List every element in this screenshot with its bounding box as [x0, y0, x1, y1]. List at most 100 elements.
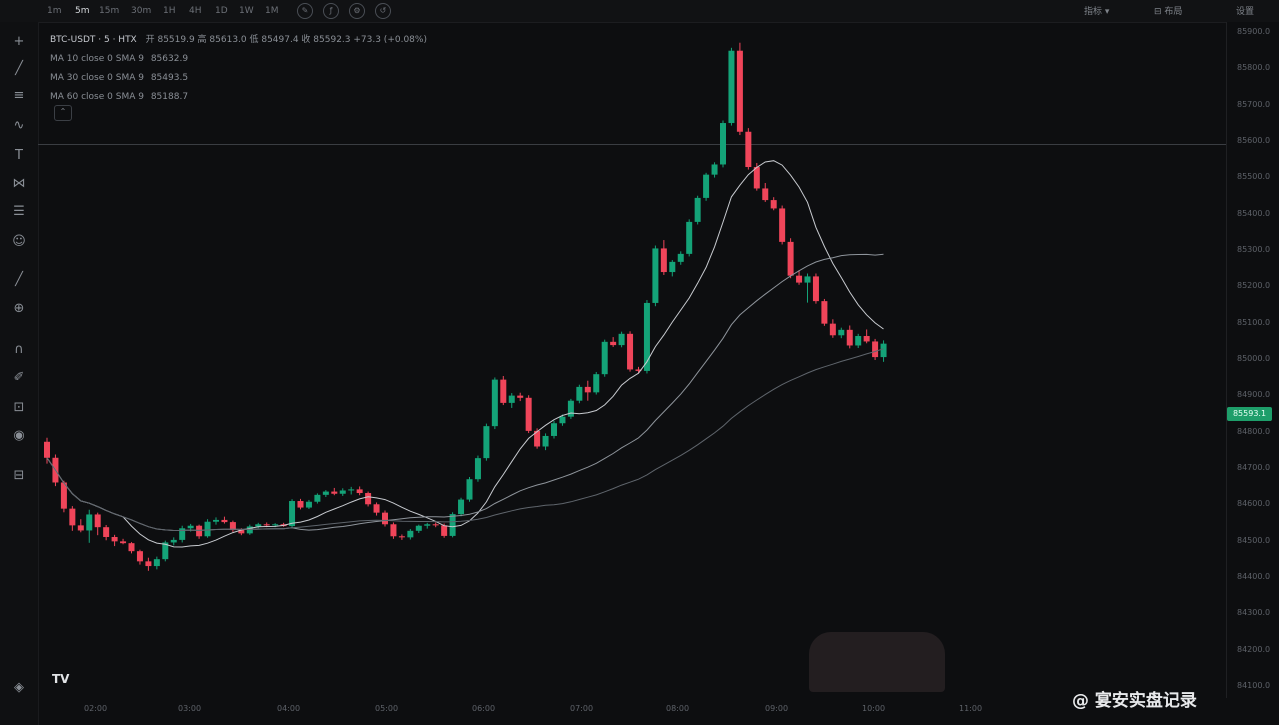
candle-up	[86, 514, 93, 531]
price-axis[interactable]: 84100.0 84200.0 84300.0 84400.0 84500.0 84600…	[1226, 22, 1279, 698]
ruler-icon[interactable]: ╱	[15, 272, 23, 287]
zoom-icon[interactable]: ⊕	[13, 301, 25, 316]
timeframe-1mo[interactable]: 1M	[265, 6, 279, 16]
pattern-icon[interactable]: ⋈	[12, 176, 26, 191]
magnet-icon[interactable]: ∩	[14, 342, 24, 357]
candle-up	[838, 329, 845, 336]
trash-icon[interactable]: ⊟	[13, 468, 25, 483]
candle-up	[289, 501, 296, 527]
candle-down	[770, 200, 777, 209]
candle-down	[382, 512, 388, 525]
drawing-toolbar: + ╱ ≡ ∿ T ⋈ ☰ ☺ ╱ ⊕ ∩ ✐ ⊡ ◉ ⊟ ◈	[0, 22, 39, 725]
timeframe-1m[interactable]: 1m	[47, 6, 62, 16]
candle-down	[390, 524, 397, 537]
settings-icon[interactable]: ⚙	[349, 3, 365, 19]
legend-symbol[interactable]: BTC-USDT · 5 · HTX	[50, 35, 137, 45]
candle-up	[179, 528, 186, 540]
candle-down	[331, 491, 338, 494]
lock-drawings-icon[interactable]: ✐	[13, 370, 25, 385]
fib-icon[interactable]: ☰	[13, 204, 25, 219]
candle-up	[162, 542, 169, 560]
candle-down	[812, 276, 819, 302]
price-tick-label: 84500.0	[1237, 535, 1271, 545]
candle-up	[703, 174, 710, 198]
indicator-icon[interactable]: ƒ	[323, 3, 339, 19]
candle-up	[348, 489, 355, 491]
price-tick-label: 85300.0	[1237, 244, 1271, 254]
candle-up	[669, 261, 676, 273]
time-tick-label: 04:00	[277, 704, 301, 713]
candle-down	[610, 341, 617, 346]
candle-up	[187, 525, 194, 529]
candle-down	[60, 482, 67, 509]
candle-up	[551, 423, 557, 436]
draw-icon[interactable]: ✎	[297, 3, 313, 19]
object-tree-icon[interactable]: ◈	[14, 680, 24, 695]
time-tick-label: 02:00	[84, 704, 108, 713]
legend-ma60-label: MA 60 close 0 SMA 9	[50, 92, 144, 102]
legend-ohlc: 开 85519.9 高 85613.0 低 85497.4 收 85592.3 …	[145, 35, 427, 45]
candle-down	[863, 336, 870, 342]
time-tick-label: 08:00	[666, 704, 690, 713]
crosshair-icon[interactable]: +	[13, 34, 25, 49]
price-tick-label: 84100.0	[1237, 681, 1271, 691]
candle-down	[44, 441, 50, 458]
timeframe-30m[interactable]: 30m	[131, 6, 152, 16]
settings-menu[interactable]: 设置	[1236, 7, 1255, 17]
candle-up	[508, 395, 515, 403]
candle-up	[483, 426, 490, 459]
trend-line-icon[interactable]: ╱	[15, 61, 23, 76]
candle-up	[424, 524, 431, 526]
top-toolbar: 1m 5m 15m 30m 1H 4H 1D 1W 1M ✎ ƒ ⚙ ↺ 指标 …	[0, 0, 1279, 23]
timeframe-1d[interactable]: 1D	[215, 6, 228, 16]
timeframe-1w[interactable]: 1W	[239, 6, 254, 16]
price-tick-label: 84200.0	[1237, 644, 1271, 654]
candle-down	[365, 493, 372, 505]
timeframe-1h[interactable]: 1H	[163, 6, 176, 16]
replay-icon[interactable]: ↺	[375, 3, 391, 19]
candle-down	[829, 323, 836, 336]
legend-ma60-value: 85188.7	[150, 92, 189, 102]
legend-ma60-row[interactable]: MA 60 close 0 SMA 9 85188.7	[50, 88, 427, 107]
candle-up	[677, 253, 684, 262]
price-tick-label: 84600.0	[1237, 499, 1271, 509]
candle-up	[686, 221, 693, 254]
price-tick-label: 84800.0	[1237, 426, 1271, 436]
candle-down	[736, 50, 743, 132]
candle-up	[458, 499, 465, 515]
text-icon[interactable]: T	[15, 148, 23, 163]
layout-menu[interactable]: ⊟ 布局	[1154, 7, 1183, 17]
ma60-line	[46, 348, 884, 532]
overlay-shape	[809, 632, 945, 692]
legend-ma30-row[interactable]: MA 30 close 0 SMA 9 85493.5	[50, 69, 427, 88]
emoji-icon[interactable]: ☺	[12, 234, 26, 249]
timeframe-15m[interactable]: 15m	[99, 6, 120, 16]
brush-icon[interactable]: ∿	[13, 118, 25, 133]
candle-up	[593, 374, 600, 393]
indicators-menu[interactable]: 指标 ▾	[1084, 7, 1110, 17]
candle-up	[601, 341, 608, 375]
ma30-line	[46, 253, 884, 532]
time-axis[interactable]: 02:00 03:00 04:00 05:00 06:00 07:00 08:00 09:00…	[38, 698, 1226, 725]
timeframe-5m[interactable]: 5m	[75, 6, 90, 16]
horizontal-lines-icon[interactable]: ≡	[13, 88, 25, 103]
candle-down	[221, 519, 228, 523]
watermark-text: @ 宴安实盘记录	[1072, 691, 1197, 711]
candle-down	[534, 430, 541, 447]
candle-up	[204, 521, 211, 537]
candle-down	[373, 504, 380, 513]
legend-ma10-row[interactable]: MA 10 close 0 SMA 9 85632.9	[50, 50, 427, 69]
candle-down	[77, 525, 84, 531]
legend-ma10-value: 85632.9	[150, 54, 189, 64]
candle-up	[474, 458, 481, 480]
timeframe-4h[interactable]: 4H	[189, 6, 202, 16]
candle-down	[525, 397, 532, 431]
legend-ma10-label: MA 10 close 0 SMA 9	[50, 54, 144, 64]
legend-collapse-button[interactable]: ⌃	[54, 105, 72, 121]
candle-up	[559, 416, 566, 424]
lock-icon[interactable]: ⊡	[13, 400, 25, 415]
time-tick-label: 03:00	[178, 704, 202, 713]
eye-icon[interactable]: ◉	[13, 428, 25, 443]
price-tick-label: 84400.0	[1237, 572, 1271, 582]
